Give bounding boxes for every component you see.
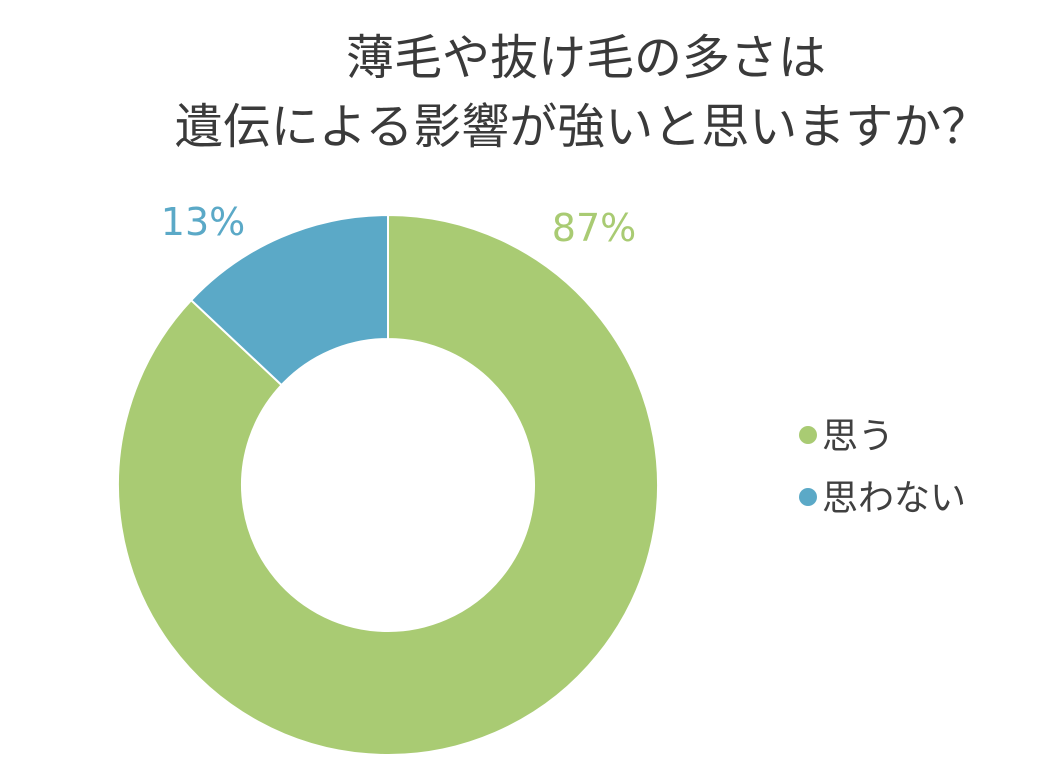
legend-label-1: 思う <box>822 416 894 457</box>
legend-marker-2 <box>799 488 817 506</box>
donut-slice-1 <box>117 213 659 756</box>
legend-marker-1 <box>799 426 817 444</box>
chart-title-line-2: 遺伝による影響が強いと思いますか？ <box>175 99 990 155</box>
donut-slices <box>117 213 659 756</box>
chart-title-line-1: 薄毛や抜け毛の多さは <box>346 30 826 86</box>
chart-title: 薄毛や抜け毛の多さは 遺伝による影響が強いと思いますか？ <box>175 30 990 155</box>
data-label-1: 87% <box>552 206 636 250</box>
donut-slice-2 <box>189 213 389 387</box>
data-label-2: 13% <box>161 200 245 244</box>
legend-label-2: 思わない <box>822 478 966 519</box>
donut-data-labels: 87% 13% <box>161 200 636 250</box>
